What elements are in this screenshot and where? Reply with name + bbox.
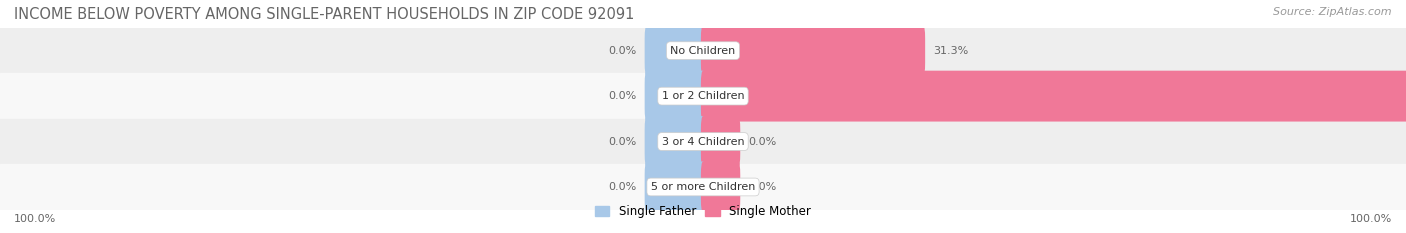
Text: Source: ZipAtlas.com: Source: ZipAtlas.com bbox=[1274, 7, 1392, 17]
Bar bbox=[0, 164, 1406, 210]
Text: No Children: No Children bbox=[671, 46, 735, 56]
Text: 0.0%: 0.0% bbox=[607, 137, 637, 147]
FancyBboxPatch shape bbox=[644, 71, 706, 122]
Text: 5 or more Children: 5 or more Children bbox=[651, 182, 755, 192]
Text: 0.0%: 0.0% bbox=[749, 137, 778, 147]
FancyBboxPatch shape bbox=[700, 25, 925, 76]
Text: 100.0%: 100.0% bbox=[14, 214, 56, 224]
Bar bbox=[0, 28, 1406, 73]
Text: 3 or 4 Children: 3 or 4 Children bbox=[662, 137, 744, 147]
FancyBboxPatch shape bbox=[700, 116, 741, 167]
FancyBboxPatch shape bbox=[644, 25, 706, 76]
FancyBboxPatch shape bbox=[700, 161, 741, 212]
Text: INCOME BELOW POVERTY AMONG SINGLE-PARENT HOUSEHOLDS IN ZIP CODE 92091: INCOME BELOW POVERTY AMONG SINGLE-PARENT… bbox=[14, 7, 634, 22]
FancyBboxPatch shape bbox=[700, 71, 1406, 122]
FancyBboxPatch shape bbox=[644, 161, 706, 212]
Text: 0.0%: 0.0% bbox=[749, 182, 778, 192]
Legend: Single Father, Single Mother: Single Father, Single Mother bbox=[591, 200, 815, 223]
Text: 0.0%: 0.0% bbox=[607, 182, 637, 192]
Text: 31.3%: 31.3% bbox=[934, 46, 969, 56]
Bar bbox=[0, 119, 1406, 164]
Bar bbox=[0, 73, 1406, 119]
Text: 0.0%: 0.0% bbox=[607, 91, 637, 101]
Text: 0.0%: 0.0% bbox=[607, 46, 637, 56]
Text: 100.0%: 100.0% bbox=[1350, 214, 1392, 224]
Text: 1 or 2 Children: 1 or 2 Children bbox=[662, 91, 744, 101]
FancyBboxPatch shape bbox=[644, 116, 706, 167]
